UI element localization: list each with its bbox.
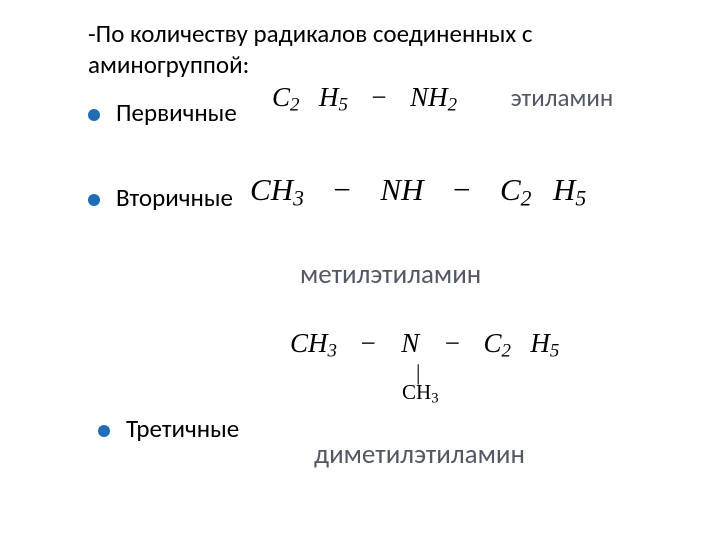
sym-N: N [380, 172, 401, 207]
sym-sub2: 2 [501, 341, 510, 362]
formula-secondary: CH3 − NH − C2 H5 [250, 172, 586, 211]
sym-sub5: 5 [575, 186, 586, 210]
sym-sub3: 3 [328, 341, 337, 362]
label-secondary: метилэтиламин [300, 258, 481, 291]
sym-sub2: 2 [521, 186, 532, 210]
sym-dash: − [360, 328, 375, 358]
sym-H: H [319, 82, 339, 112]
sym-N: N [401, 328, 419, 358]
bullet-dot-icon [88, 194, 100, 206]
sym-sub3: 3 [431, 391, 438, 407]
sym-dash: − [371, 82, 386, 112]
bullet-secondary-label: Вторичные [116, 182, 233, 213]
sym-dash: − [453, 172, 470, 207]
bullet-dot-icon [88, 109, 100, 121]
sym-C: C [250, 172, 271, 207]
sym-sub5: 5 [338, 95, 347, 116]
slide-body: -По количеству радикалов соединенных с а… [0, 0, 720, 540]
sym-sub3: 3 [293, 186, 304, 210]
bullet-primary-label: Первичные [116, 97, 237, 128]
sym-C: C [402, 380, 416, 404]
sym-H: H [416, 380, 431, 404]
sym-H: H [553, 172, 575, 207]
bullet-tertiary-label: Третичные [126, 413, 239, 444]
label-tertiary: диметилэтиламин [314, 438, 525, 471]
formula-tertiary: CH3 − N − C2 H5 [290, 328, 559, 363]
sym-sub5: 5 [550, 341, 559, 362]
sym-dash: − [333, 172, 350, 207]
formula-primary: C2 H5 − NH2 этиламин [272, 82, 613, 117]
label-primary: этиламин [511, 82, 614, 113]
sym-N: N [410, 82, 428, 112]
sym-H: H [271, 172, 293, 207]
sym-C: C [500, 172, 521, 207]
formula-tertiary-branch: CH3 [402, 380, 439, 408]
sym-sub2: 2 [290, 95, 299, 116]
sym-H2: H [428, 82, 448, 112]
sym-C: C [290, 328, 308, 358]
sym-C: C [272, 82, 290, 112]
sym-H: H [530, 328, 550, 358]
sym-H: H [308, 328, 328, 358]
bullet-dot-icon [98, 425, 110, 437]
sym-sub2b: 2 [448, 95, 457, 116]
sym-C: C [483, 328, 501, 358]
sym-dash: − [445, 328, 460, 358]
slide-title: -По количеству радикалов соединенных с а… [88, 18, 688, 81]
sym-H: H [401, 172, 423, 207]
